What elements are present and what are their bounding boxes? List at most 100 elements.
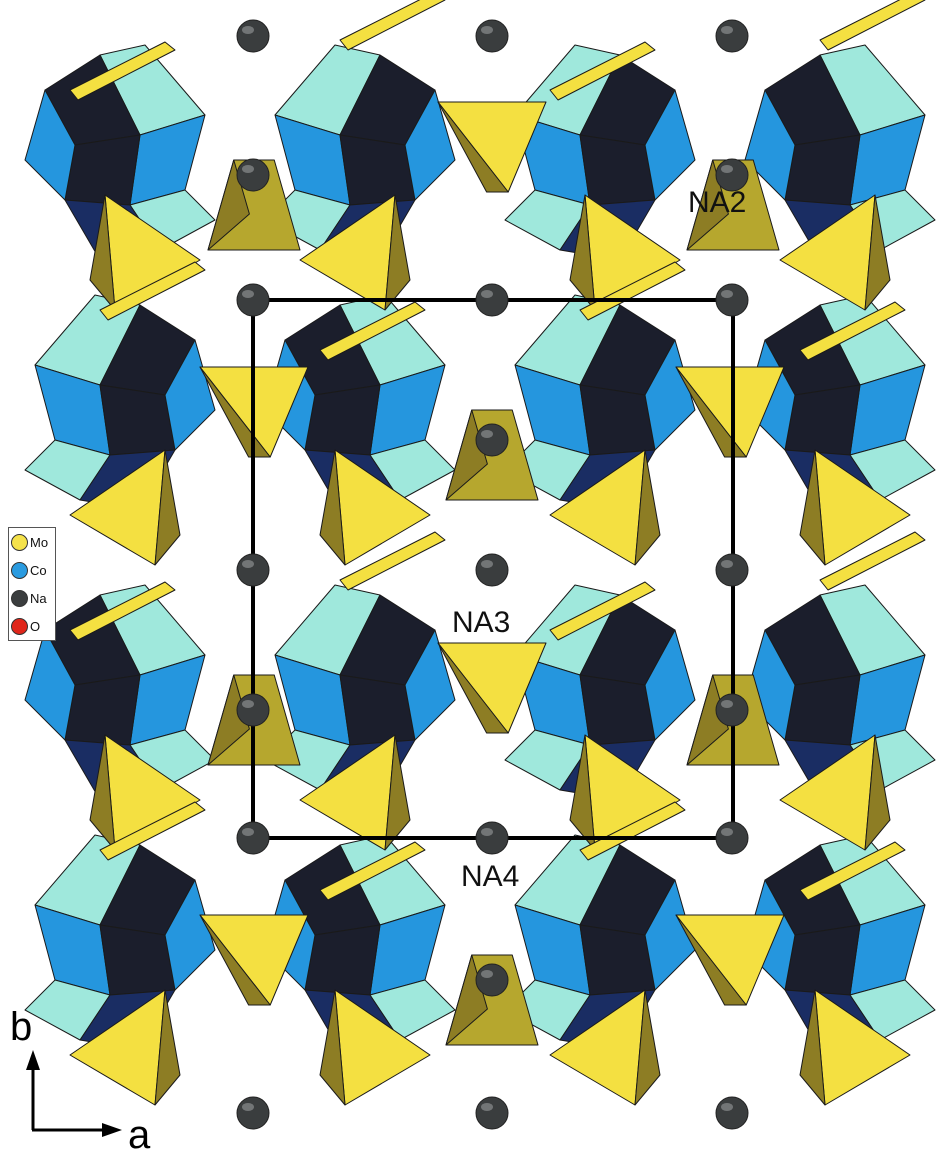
mo-tetrahedron bbox=[579, 801, 686, 861]
mo-tetrahedron-face bbox=[437, 642, 509, 734]
axis-label-a: a bbox=[128, 1113, 151, 1153]
na-atom bbox=[475, 821, 509, 855]
label-na3: NA3 bbox=[452, 606, 510, 639]
na-atom bbox=[715, 158, 749, 192]
co-octahedron-cluster bbox=[504, 294, 696, 511]
mo-tetrahedron bbox=[549, 581, 656, 641]
legend: Mo Co Na O bbox=[8, 527, 56, 641]
na-atom bbox=[475, 963, 509, 997]
mo-tetrahedron bbox=[319, 989, 431, 1106]
na-atom bbox=[475, 1096, 509, 1130]
mo-tetrahedron bbox=[819, 531, 926, 591]
mo-tetrahedron-face bbox=[69, 41, 176, 101]
co-octahedron-face bbox=[784, 674, 861, 746]
mo-tetrahedron bbox=[199, 914, 309, 1006]
mo-tetrahedron bbox=[299, 194, 411, 311]
co-octahedron-face bbox=[304, 384, 381, 456]
mo-tetrahedron bbox=[549, 989, 661, 1106]
mo-tetrahedron bbox=[579, 261, 686, 321]
co-octahedron-face bbox=[99, 924, 176, 996]
mo-tetrahedron-face bbox=[569, 194, 596, 311]
mo-tetrahedron-face bbox=[819, 0, 926, 51]
mo-tetrahedron bbox=[779, 194, 891, 311]
site-labels: NA2 NA3 NA4 bbox=[452, 186, 746, 893]
mo-tetrahedron-face bbox=[549, 581, 656, 641]
mo-tetrahedron bbox=[799, 301, 906, 361]
mo-tetrahedron bbox=[339, 531, 446, 591]
na-atom bbox=[475, 19, 509, 53]
na-atoms-layer bbox=[236, 19, 749, 1130]
mo-tetrahedron bbox=[69, 581, 176, 641]
mo-tetrahedron-face bbox=[199, 914, 271, 1006]
legend-item-co: Co bbox=[11, 557, 47, 583]
legend-label-o: O bbox=[30, 618, 41, 634]
mo-tetrahedron bbox=[89, 734, 201, 851]
mo-tetrahedron bbox=[779, 734, 891, 851]
co-octahedron-face bbox=[64, 674, 141, 746]
mo-tetrahedron bbox=[69, 41, 176, 101]
na-atom bbox=[475, 423, 509, 457]
co-octahedron-face bbox=[784, 924, 861, 996]
mo-tetrahedron bbox=[99, 801, 206, 861]
label-na4: NA4 bbox=[461, 860, 519, 893]
mo-tetrahedron bbox=[437, 642, 547, 734]
mo-tetrahedron-face bbox=[799, 449, 826, 566]
mo-tetrahedron bbox=[675, 366, 785, 458]
mo-tetrahedron-face bbox=[319, 449, 346, 566]
co-octahedron-face bbox=[579, 924, 656, 996]
na-atom bbox=[236, 821, 270, 855]
mo-tetrahedron-face bbox=[154, 989, 181, 1106]
mo-tetrahedron bbox=[437, 101, 547, 193]
mo-tetrahedron bbox=[675, 914, 785, 1006]
na-atom bbox=[236, 158, 270, 192]
co-octahedron-face bbox=[339, 134, 416, 206]
legend-label-mo: Mo bbox=[30, 534, 49, 550]
mo-tetrahedron-face bbox=[799, 301, 906, 361]
na-atom bbox=[236, 553, 270, 587]
co-octahedron-face bbox=[99, 384, 176, 456]
mo-tetrahedron bbox=[99, 261, 206, 321]
legend-item-o: O bbox=[11, 613, 40, 639]
mo-tetrahedron bbox=[549, 41, 656, 101]
mo-tetrahedron-face bbox=[339, 0, 446, 51]
mo-tetrahedron-face bbox=[864, 734, 891, 851]
legend-label-co: Co bbox=[30, 562, 47, 578]
mo-tetrahedron bbox=[549, 449, 661, 566]
na-swatch-icon bbox=[11, 589, 28, 607]
mo-tetrahedron-face bbox=[319, 989, 346, 1106]
mo-tetrahedron-face bbox=[384, 194, 411, 311]
na-atom bbox=[715, 821, 749, 855]
mo-tetrahedron-face bbox=[799, 989, 826, 1106]
co-octahedron-cluster bbox=[24, 294, 216, 511]
axis-label-b: b bbox=[10, 1005, 32, 1049]
co-octahedron-cluster bbox=[504, 834, 696, 1051]
na-atom bbox=[715, 283, 749, 317]
mo-tetrahedron bbox=[799, 989, 911, 1106]
a-arrowhead bbox=[102, 1123, 122, 1137]
mo-tetrahedron-face bbox=[384, 734, 411, 851]
co-swatch-icon bbox=[11, 561, 28, 579]
mo-tetrahedron-face bbox=[99, 801, 206, 861]
mo-tetrahedron bbox=[799, 841, 906, 901]
co-octahedron-face bbox=[579, 384, 656, 456]
mo-tetrahedron-face bbox=[69, 581, 176, 641]
mo-tetrahedron-face bbox=[675, 366, 747, 458]
na-atom bbox=[236, 19, 270, 53]
mo-tetrahedron-face bbox=[634, 449, 661, 566]
o-swatch-icon bbox=[11, 617, 28, 635]
legend-item-na: Na bbox=[11, 585, 47, 611]
mo-tetrahedron bbox=[445, 409, 539, 501]
mo-tetrahedron bbox=[319, 841, 426, 901]
mo-tetrahedron bbox=[819, 0, 926, 51]
co-octahedron-cluster bbox=[264, 44, 456, 261]
na-atom bbox=[236, 283, 270, 317]
co-octahedron-face bbox=[304, 924, 381, 996]
mo-tetrahedron bbox=[319, 301, 426, 361]
co-octahedron-cluster bbox=[24, 834, 216, 1051]
mo-tetrahedron bbox=[69, 989, 181, 1106]
mo-tetrahedron-face bbox=[675, 914, 747, 1006]
legend-label-na: Na bbox=[30, 590, 47, 606]
co-octahedron-face bbox=[579, 674, 656, 746]
mo-tetrahedron-face bbox=[154, 449, 181, 566]
